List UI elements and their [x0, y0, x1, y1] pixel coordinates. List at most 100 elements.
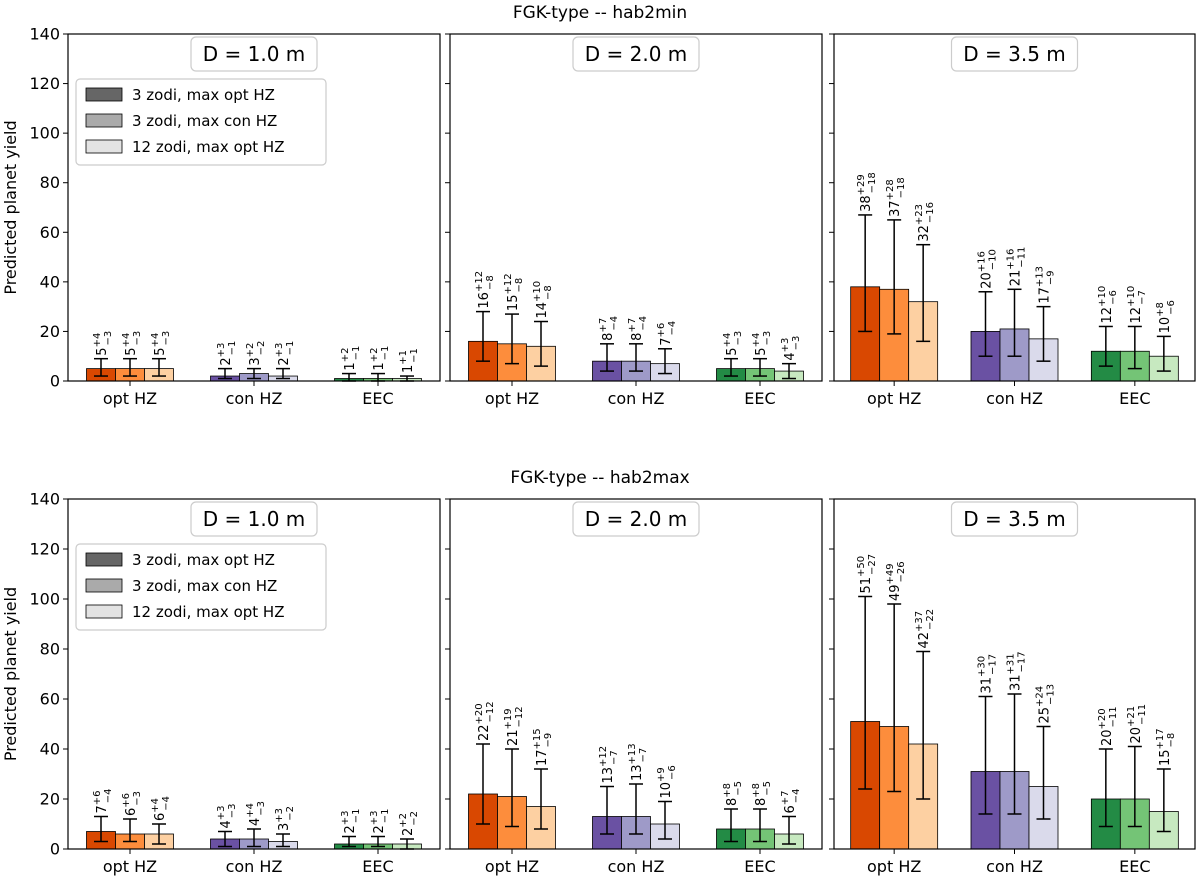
- data-label-value: 5: [153, 347, 168, 355]
- data-label-minus: −3: [256, 801, 267, 816]
- data-label-minus: −18: [867, 172, 878, 193]
- data-label: 1+2−1: [340, 346, 362, 371]
- data-label-plus: +20: [474, 703, 485, 724]
- data-label-minus: −11: [1137, 704, 1148, 725]
- data-label-value: 5: [725, 347, 740, 355]
- data-label-value: 25: [1038, 707, 1053, 724]
- data-label-minus: −17: [1017, 651, 1028, 672]
- data-label-value: 8: [725, 798, 740, 806]
- data-label-plus: +8: [1155, 302, 1166, 317]
- data-label-value: 17: [535, 749, 550, 766]
- x-tick-label: EEC: [362, 389, 393, 408]
- x-tick-label: con HZ: [986, 857, 1043, 876]
- data-label-value: 5: [124, 347, 139, 355]
- data-label: 21+19−12: [503, 706, 525, 746]
- panel-label-box: [190, 36, 318, 72]
- data-label-minus: −9: [1046, 270, 1057, 285]
- row-title: FGK-type -- hab2max: [510, 468, 689, 488]
- panel-label-box: [950, 36, 1079, 72]
- panel-label: D = 1.0 m: [203, 507, 306, 531]
- y-tick-label: 0: [50, 840, 60, 859]
- data-label-value: 1: [372, 362, 387, 370]
- data-label-plus: +1: [398, 350, 409, 365]
- y-tick-label: 40: [40, 272, 60, 291]
- panel-label: D = 3.5 m: [963, 42, 1066, 66]
- data-label: 8+8−5: [751, 781, 773, 806]
- data-label-minus: −8: [543, 285, 554, 300]
- data-label-minus: −6: [667, 765, 678, 780]
- data-label: 8+7−4: [598, 316, 620, 341]
- y-tick-label: 120: [29, 74, 60, 93]
- data-label-plus: +12: [503, 273, 514, 294]
- legend-entry: 12 zodi, max opt HZ: [132, 138, 284, 156]
- panel-label: D = 2.0 m: [585, 42, 688, 66]
- data-label: 25+24−13: [1035, 684, 1057, 724]
- panel-label: D = 3.5 m: [963, 507, 1066, 531]
- data-label-minus: −26: [896, 561, 907, 582]
- data-label-value: 7: [659, 337, 674, 345]
- data-label: 1+1−1: [398, 348, 420, 373]
- data-label-value: 13: [601, 767, 616, 784]
- x-tick-label: opt HZ: [485, 389, 539, 408]
- data-label-plus: +7: [780, 790, 791, 805]
- data-label: 3+3−2: [274, 806, 296, 831]
- data-label-value: 17: [1038, 287, 1053, 304]
- data-label-plus: +8: [722, 783, 733, 798]
- data-label-minus: −5: [733, 781, 744, 796]
- data-label-value: 15: [506, 295, 521, 312]
- data-label-plus: +29: [856, 174, 867, 195]
- data-label-plus: +19: [503, 708, 514, 729]
- y-tick-label: 140: [29, 25, 60, 44]
- data-label-value: 12: [1129, 307, 1144, 324]
- data-label-plus: +3: [216, 343, 227, 358]
- data-label-value: 15: [1158, 749, 1173, 766]
- x-tick-label: con HZ: [226, 857, 283, 876]
- data-label-plus: +6: [121, 793, 132, 808]
- data-label-value: 6: [783, 805, 798, 813]
- data-label: 2+3−1: [216, 341, 238, 366]
- data-label: 38+29−18: [856, 172, 878, 212]
- y-tick-label: 100: [29, 590, 60, 609]
- data-label: 4+4−3: [245, 801, 267, 826]
- data-label-value: 16: [477, 292, 492, 309]
- x-tick-label: con HZ: [226, 389, 283, 408]
- data-label: 2+2−2: [398, 811, 420, 836]
- legend-swatch: [85, 578, 123, 593]
- data-label: 32+23−16: [914, 202, 936, 242]
- data-label-plus: +3: [216, 805, 227, 820]
- data-label-plus: +12: [474, 271, 485, 292]
- legend-entry: 3 zodi, max opt HZ: [132, 86, 275, 104]
- data-label-minus: −18: [896, 177, 907, 198]
- data-label-value: 49: [888, 584, 903, 601]
- y-tick-label: 20: [40, 790, 60, 809]
- data-label-value: 6: [153, 813, 168, 821]
- data-label: 5+4−3: [121, 331, 143, 356]
- data-label: 6+7−4: [780, 789, 802, 814]
- data-label-plus: +3: [340, 810, 351, 825]
- x-tick-label: EEC: [744, 389, 775, 408]
- data-label-plus: +15: [532, 728, 543, 749]
- y-tick-label: 60: [40, 223, 60, 242]
- data-label-minus: −11: [1017, 247, 1028, 268]
- data-label-plus: +4: [722, 333, 733, 348]
- data-label-minus: −3: [132, 331, 143, 346]
- data-label-plus: +21: [1126, 706, 1137, 727]
- data-label-plus: +4: [121, 333, 132, 348]
- data-label-minus: −1: [351, 346, 362, 361]
- data-label: 14+10−8: [532, 281, 554, 319]
- data-label-minus: −8: [1166, 733, 1177, 748]
- data-label: 49+49−26: [885, 561, 907, 601]
- data-label: 13+13−7: [627, 743, 649, 781]
- data-label-value: 3: [248, 357, 263, 365]
- data-label-value: 2: [343, 825, 358, 833]
- data-label-value: 13: [630, 764, 645, 781]
- data-label-plus: +13: [627, 743, 638, 764]
- data-label-plus: +8: [751, 783, 762, 798]
- data-label-value: 20: [1100, 729, 1115, 746]
- data-label-minus: −4: [638, 316, 649, 331]
- data-label: 12+10−7: [1126, 286, 1148, 324]
- data-label-plus: +17: [1155, 728, 1166, 749]
- panel-label-box: [190, 501, 318, 537]
- panel-frame: [67, 33, 441, 382]
